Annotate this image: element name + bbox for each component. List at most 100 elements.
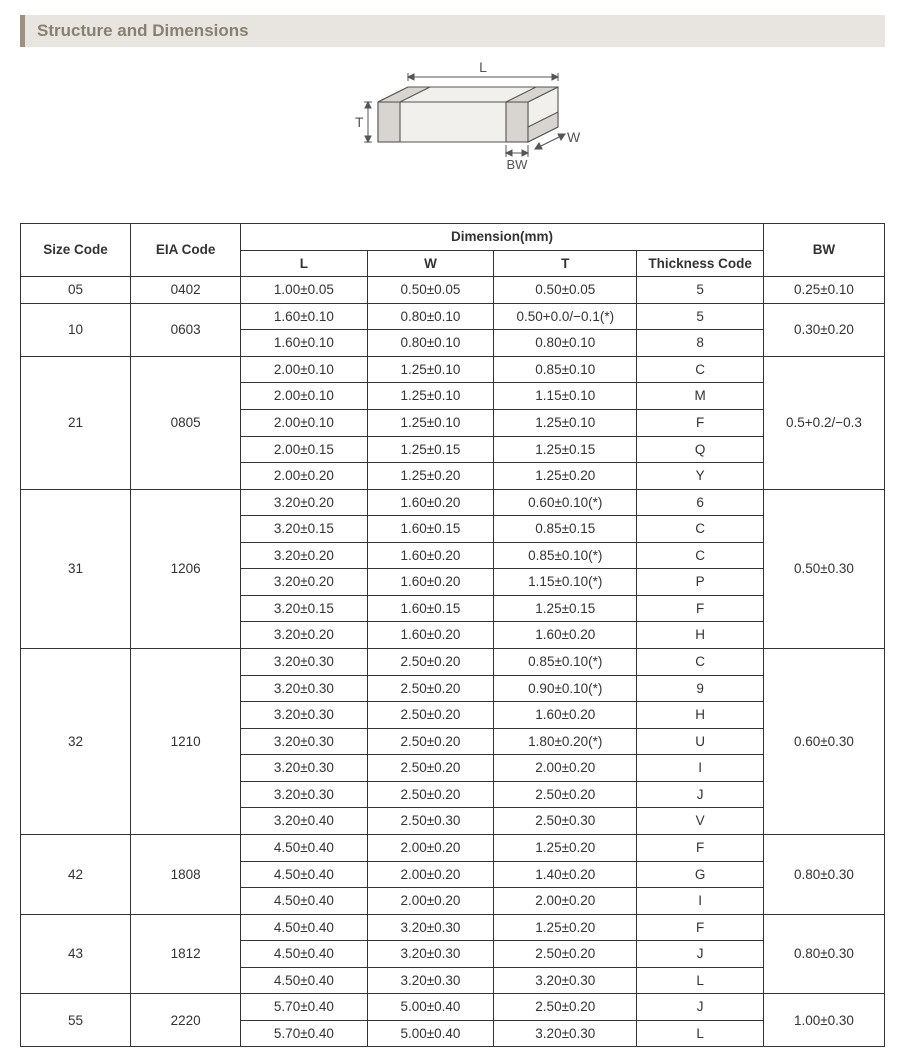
cell-L: 3.20±0.20 <box>241 542 368 569</box>
cell-T: 0.85±0.10(*) <box>494 649 637 676</box>
cell-bw: 0.25±0.10 <box>763 277 884 304</box>
cell-L: 3.20±0.30 <box>241 755 368 782</box>
cell-L: 3.20±0.20 <box>241 489 368 516</box>
cell-thickness-code: G <box>637 861 764 888</box>
cell-thickness-code: F <box>637 595 764 622</box>
diagram-label-W: W <box>567 129 581 145</box>
table-row: 4218084.50±0.402.00±0.201.25±0.20F0.80±0… <box>21 834 885 861</box>
cell-bw: 0.50±0.30 <box>763 489 884 648</box>
cell-thickness-code: 9 <box>637 675 764 702</box>
cell-L: 3.20±0.30 <box>241 675 368 702</box>
cell-size-code: 10 <box>21 303 131 356</box>
cell-W: 2.50±0.30 <box>367 808 494 835</box>
dimension-diagram: L W T BW <box>20 57 885 207</box>
cell-L: 2.00±0.20 <box>241 463 368 490</box>
cell-L: 2.00±0.15 <box>241 436 368 463</box>
cell-W: 2.50±0.20 <box>367 675 494 702</box>
cell-T: 3.20±0.30 <box>494 1020 637 1047</box>
section-title: Structure and Dimensions <box>37 21 249 40</box>
cell-thickness-code: C <box>637 649 764 676</box>
col-L: L <box>241 250 368 277</box>
cell-thickness-code: 5 <box>637 277 764 304</box>
cell-thickness-code: Y <box>637 463 764 490</box>
cell-L: 5.70±0.40 <box>241 994 368 1021</box>
cell-thickness-code: J <box>637 781 764 808</box>
cell-T: 3.20±0.30 <box>494 967 637 994</box>
col-thickness-code: Thickness Code <box>637 250 764 277</box>
cell-W: 1.25±0.10 <box>367 383 494 410</box>
table-row: 3212103.20±0.302.50±0.200.85±0.10(*)C0.6… <box>21 649 885 676</box>
cell-thickness-code: F <box>637 834 764 861</box>
cell-L: 4.50±0.40 <box>241 914 368 941</box>
cell-T: 1.25±0.20 <box>494 463 637 490</box>
cell-T: 1.15±0.10(*) <box>494 569 637 596</box>
cell-thickness-code: 6 <box>637 489 764 516</box>
cell-W: 5.00±0.40 <box>367 994 494 1021</box>
cell-thickness-code: P <box>637 569 764 596</box>
dimensions-table: Size Code EIA Code Dimension(mm) BW L W … <box>20 223 885 1047</box>
diagram-label-BW: BW <box>506 157 528 172</box>
cell-size-code: 21 <box>21 356 131 489</box>
cell-W: 3.20±0.30 <box>367 941 494 968</box>
cell-T: 1.40±0.20 <box>494 861 637 888</box>
table-row: 2108052.00±0.101.25±0.100.85±0.10C0.5+0.… <box>21 356 885 383</box>
cell-T: 2.00±0.20 <box>494 888 637 915</box>
diagram-label-T: T <box>355 114 364 130</box>
cell-thickness-code: I <box>637 755 764 782</box>
cell-thickness-code: L <box>637 1020 764 1047</box>
cell-T: 2.50±0.20 <box>494 781 637 808</box>
cell-bw: 0.5+0.2/−0.3 <box>763 356 884 489</box>
table-row: 1006031.60±0.100.80±0.100.50+0.0/−0.1(*)… <box>21 303 885 330</box>
cell-T: 2.50±0.20 <box>494 994 637 1021</box>
cell-thickness-code: U <box>637 728 764 755</box>
cell-L: 4.50±0.40 <box>241 941 368 968</box>
cell-W: 0.80±0.10 <box>367 303 494 330</box>
cell-L: 3.20±0.30 <box>241 702 368 729</box>
col-bw: BW <box>763 224 884 277</box>
cell-T: 1.25±0.15 <box>494 436 637 463</box>
cell-eia-code: 1812 <box>131 914 241 994</box>
cell-W: 1.25±0.15 <box>367 436 494 463</box>
cell-T: 0.85±0.10 <box>494 356 637 383</box>
cell-thickness-code: J <box>637 994 764 1021</box>
cell-thickness-code: C <box>637 516 764 543</box>
cell-thickness-code: 5 <box>637 303 764 330</box>
table-row: 0504021.00±0.050.50±0.050.50±0.0550.25±0… <box>21 277 885 304</box>
cell-L: 5.70±0.40 <box>241 1020 368 1047</box>
diagram-label-L: L <box>479 59 487 75</box>
cell-L: 3.20±0.30 <box>241 649 368 676</box>
cell-bw: 0.30±0.20 <box>763 303 884 356</box>
cell-size-code: 42 <box>21 834 131 914</box>
cell-L: 3.20±0.40 <box>241 808 368 835</box>
cell-W: 1.60±0.20 <box>367 542 494 569</box>
cell-L: 4.50±0.40 <box>241 834 368 861</box>
cell-T: 2.50±0.30 <box>494 808 637 835</box>
cell-W: 1.60±0.20 <box>367 622 494 649</box>
cell-L: 1.60±0.10 <box>241 330 368 357</box>
cell-thickness-code: L <box>637 967 764 994</box>
cell-W: 1.60±0.15 <box>367 516 494 543</box>
cell-T: 2.00±0.20 <box>494 755 637 782</box>
cell-T: 0.85±0.10(*) <box>494 542 637 569</box>
cell-L: 3.20±0.30 <box>241 728 368 755</box>
cell-W: 1.25±0.10 <box>367 409 494 436</box>
cell-W: 5.00±0.40 <box>367 1020 494 1047</box>
col-eia-code: EIA Code <box>131 224 241 277</box>
cell-W: 2.50±0.20 <box>367 781 494 808</box>
cell-L: 3.20±0.15 <box>241 595 368 622</box>
cell-T: 0.50+0.0/−0.1(*) <box>494 303 637 330</box>
cell-bw: 0.60±0.30 <box>763 649 884 835</box>
cell-W: 1.60±0.20 <box>367 569 494 596</box>
cell-T: 1.60±0.20 <box>494 622 637 649</box>
col-dimension-group: Dimension(mm) <box>241 224 764 251</box>
cell-L: 2.00±0.10 <box>241 356 368 383</box>
cell-L: 4.50±0.40 <box>241 861 368 888</box>
cell-T: 1.80±0.20(*) <box>494 728 637 755</box>
cell-thickness-code: F <box>637 409 764 436</box>
cell-L: 3.20±0.20 <box>241 569 368 596</box>
cell-thickness-code: I <box>637 888 764 915</box>
cell-W: 2.00±0.20 <box>367 834 494 861</box>
cell-L: 3.20±0.30 <box>241 781 368 808</box>
cell-bw: 0.80±0.30 <box>763 914 884 994</box>
cell-T: 0.60±0.10(*) <box>494 489 637 516</box>
